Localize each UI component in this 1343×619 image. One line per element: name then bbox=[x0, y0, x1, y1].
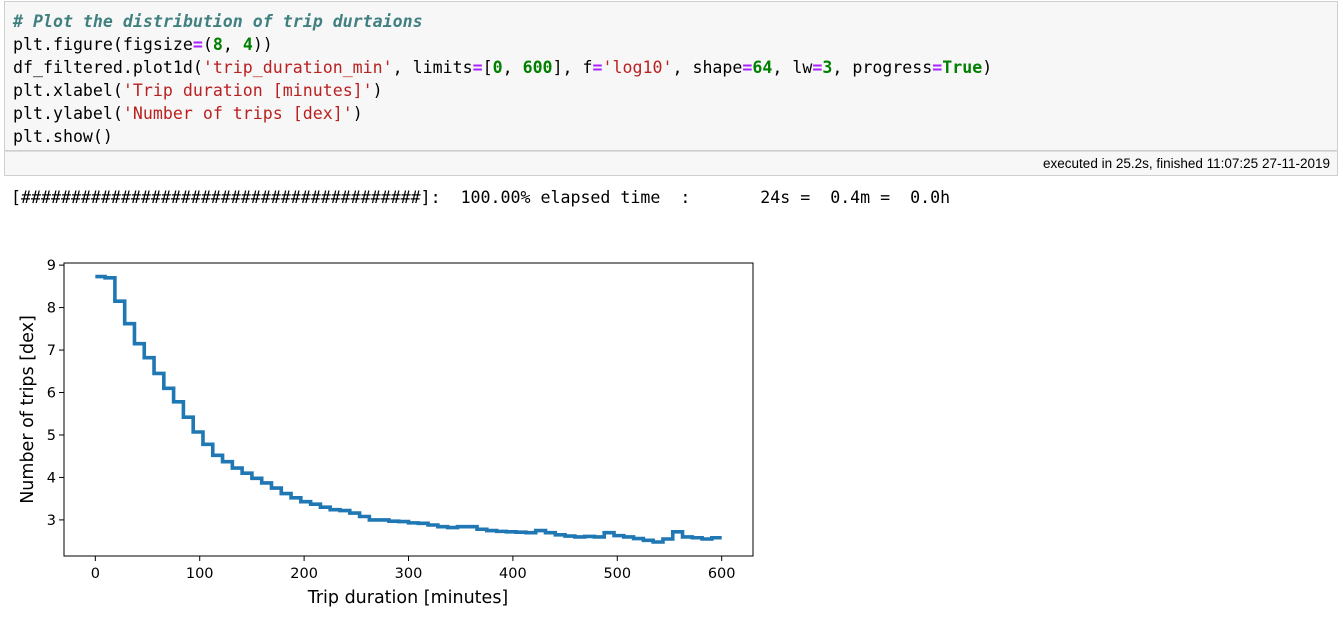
code-line: plt.ylabel('Number of trips [dex]') bbox=[13, 102, 992, 125]
trip-duration-chart: 3 4 5 6 7 8 9 0 100 200 300 400 500 600 Trip duratio… bbox=[18, 258, 754, 608]
progress-output: [#######################################… bbox=[11, 188, 951, 207]
x-tick-label: 0 bbox=[91, 566, 100, 582]
code-line: plt.show() bbox=[13, 125, 992, 148]
code-token: ) bbox=[352, 104, 363, 123]
code-line: plt.xlabel('Trip duration [minutes]') bbox=[13, 79, 992, 102]
code-token: plt.xlabel( bbox=[13, 81, 123, 100]
code-token: 600 bbox=[522, 58, 553, 77]
y-axis-label: Number of trips [dex] bbox=[18, 315, 38, 504]
code-line: # Plot the distribution of trip durtaion… bbox=[13, 10, 992, 33]
code-token: 'log10' bbox=[602, 58, 673, 77]
code-token: 3 bbox=[822, 58, 833, 77]
x-tick-label: 100 bbox=[186, 566, 214, 582]
code-token: [ bbox=[482, 58, 493, 77]
x-axis: 0 100 200 300 400 500 600 bbox=[91, 556, 736, 582]
code-token: plt.figure(figsize bbox=[13, 35, 193, 54]
x-tick-label: 200 bbox=[290, 566, 318, 582]
y-tick-label: 6 bbox=[47, 386, 56, 402]
x-tick-label: 300 bbox=[395, 566, 423, 582]
y-tick-label: 3 bbox=[47, 513, 56, 529]
code-token: # Plot the distribution of trip durtaion… bbox=[13, 12, 423, 31]
code-line: plt.figure(figsize=(8, 4)) bbox=[13, 33, 992, 56]
code-token: 4 bbox=[242, 35, 253, 54]
code-token: df_filtered.plot1d( bbox=[13, 58, 203, 77]
code-token: , progress bbox=[832, 58, 933, 77]
code-token: , bbox=[502, 58, 523, 77]
code-token: , bbox=[222, 35, 243, 54]
code-token: 0 bbox=[492, 58, 503, 77]
x-tick-label: 500 bbox=[603, 566, 631, 582]
code-token: 8 bbox=[212, 35, 223, 54]
code-token: , shape bbox=[672, 58, 743, 77]
y-tick-label: 4 bbox=[47, 470, 56, 486]
y-tick-label: 7 bbox=[47, 343, 56, 359]
code-token: = bbox=[192, 35, 203, 54]
execution-time-text: executed in 25.2s, finished 11:07:25 27-… bbox=[1043, 156, 1330, 171]
code-token: = bbox=[592, 58, 603, 77]
y-axis: 3 4 5 6 7 8 9 bbox=[47, 258, 64, 529]
code-token: ) bbox=[982, 58, 993, 77]
code-token: , lw bbox=[772, 58, 813, 77]
y-tick-label: 9 bbox=[47, 258, 56, 274]
series-line bbox=[95, 274, 722, 544]
code-token: ) bbox=[372, 81, 383, 100]
code-token: , limits bbox=[392, 58, 473, 77]
code-line: df_filtered.plot1d('trip_duration_min', … bbox=[13, 56, 992, 79]
plot-area-frame bbox=[63, 262, 754, 557]
y-tick-label: 5 bbox=[47, 428, 56, 444]
code-token: True bbox=[942, 58, 983, 77]
code-token: 'Trip duration [minutes]' bbox=[122, 81, 373, 100]
x-axis-label: Trip duration [minutes] bbox=[307, 588, 509, 608]
code-token: )) bbox=[252, 35, 273, 54]
code-editor[interactable]: # Plot the distribution of trip durtaion… bbox=[13, 10, 992, 148]
execution-status-bar: executed in 25.2s, finished 11:07:25 27-… bbox=[4, 151, 1338, 176]
code-token: = bbox=[812, 58, 823, 77]
x-tick-label: 600 bbox=[708, 566, 736, 582]
code-token: ], f bbox=[552, 58, 593, 77]
code-token: = bbox=[932, 58, 943, 77]
code-cell-input[interactable]: # Plot the distribution of trip durtaion… bbox=[4, 1, 1338, 151]
x-tick-label: 400 bbox=[499, 566, 527, 582]
code-token: 'trip_duration_min' bbox=[202, 58, 393, 77]
code-token: 64 bbox=[752, 58, 773, 77]
code-token: ( bbox=[202, 35, 213, 54]
y-tick-label: 8 bbox=[47, 301, 56, 317]
code-token: plt.show() bbox=[13, 127, 113, 146]
code-token: plt.ylabel( bbox=[13, 104, 123, 123]
code-token: 'Number of trips [dex]' bbox=[122, 104, 353, 123]
code-token: = bbox=[472, 58, 483, 77]
code-token: = bbox=[742, 58, 753, 77]
